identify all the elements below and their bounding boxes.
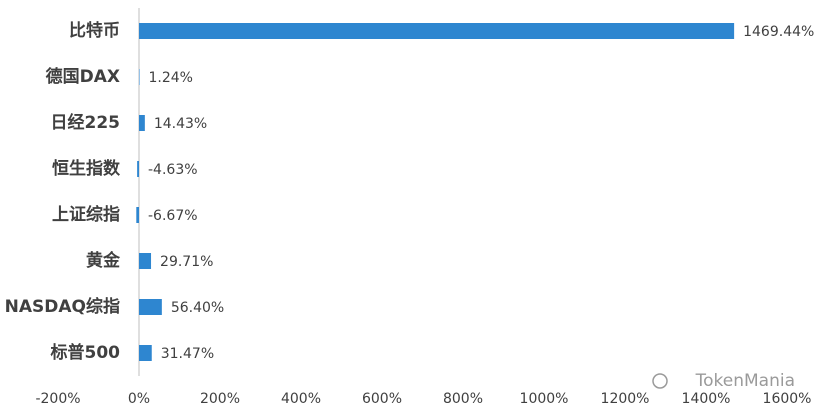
value-label: 1.24% bbox=[149, 70, 193, 86]
value-label: 29.71% bbox=[160, 254, 213, 270]
x-tick-label: 600% bbox=[362, 391, 402, 407]
watermark-icon bbox=[652, 373, 668, 389]
category-label: 标普500 bbox=[51, 342, 121, 363]
x-tick-label: 1400% bbox=[682, 391, 731, 407]
x-tick-label: 400% bbox=[281, 391, 321, 407]
category-label: 德国DAX bbox=[46, 66, 120, 87]
value-label: 31.47% bbox=[161, 346, 214, 362]
value-label: 1469.44% bbox=[743, 24, 814, 40]
category-label: 黄金 bbox=[86, 250, 121, 271]
x-tick-label: 800% bbox=[443, 391, 483, 407]
category-label: 恒生指数 bbox=[52, 158, 121, 179]
category-label: 日经225 bbox=[51, 112, 121, 133]
x-tick-label: 0% bbox=[128, 391, 150, 407]
value-label: -6.67% bbox=[148, 208, 198, 224]
x-tick-label: -200% bbox=[35, 391, 80, 407]
x-tick-label: 1200% bbox=[601, 391, 650, 407]
category-label: 比特币 bbox=[69, 20, 120, 41]
bar bbox=[139, 253, 152, 269]
watermark: TokenMania bbox=[695, 371, 795, 391]
x-tick-label: 1600% bbox=[763, 391, 812, 407]
bar bbox=[139, 345, 152, 361]
bar bbox=[139, 69, 140, 85]
value-label: 56.40% bbox=[171, 300, 224, 316]
category-label: 上证综指 bbox=[52, 204, 120, 225]
bar bbox=[139, 299, 162, 315]
value-label: 14.43% bbox=[154, 116, 207, 132]
x-tick-label: 200% bbox=[200, 391, 240, 407]
value-label: -4.63% bbox=[148, 162, 198, 178]
bar bbox=[139, 23, 735, 39]
bar bbox=[136, 207, 139, 223]
bar bbox=[139, 115, 145, 131]
x-tick-label: 1000% bbox=[520, 391, 569, 407]
bar bbox=[137, 161, 139, 177]
category-label: NASDAQ综指 bbox=[5, 296, 120, 317]
